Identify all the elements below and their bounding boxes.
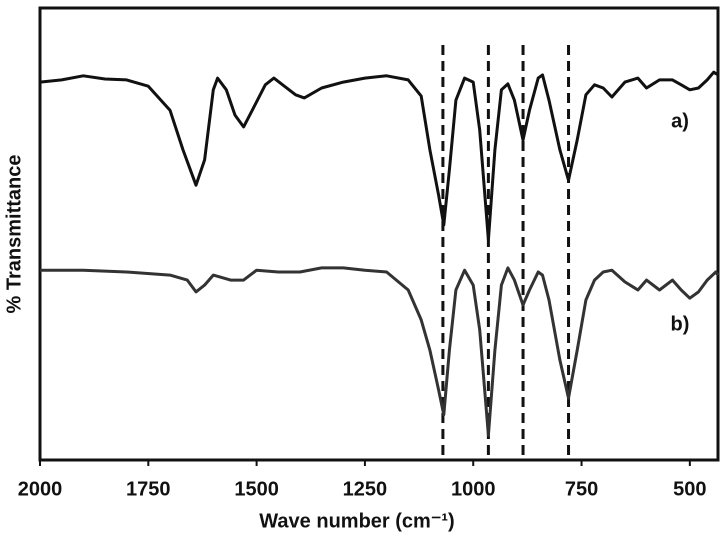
y-axis-label: % Transmittance (3, 155, 25, 314)
x-tick-label: 1000 (451, 478, 496, 500)
x-tick-label: 2000 (18, 478, 63, 500)
spectrum-line (39, 70, 719, 242)
x-tick-label: 750 (565, 478, 598, 500)
plot-frame (38, 6, 720, 462)
series-label: b) (671, 313, 690, 335)
x-tick-label: 1750 (126, 478, 171, 500)
x-tick-label: 500 (673, 478, 706, 500)
x-tick-label: 1250 (343, 478, 388, 500)
x-axis-label: Wave number (cm⁻¹) (259, 510, 454, 532)
x-tick-label: 1500 (234, 478, 279, 500)
series-label: a) (671, 110, 689, 132)
spectrum-line (40, 266, 720, 437)
